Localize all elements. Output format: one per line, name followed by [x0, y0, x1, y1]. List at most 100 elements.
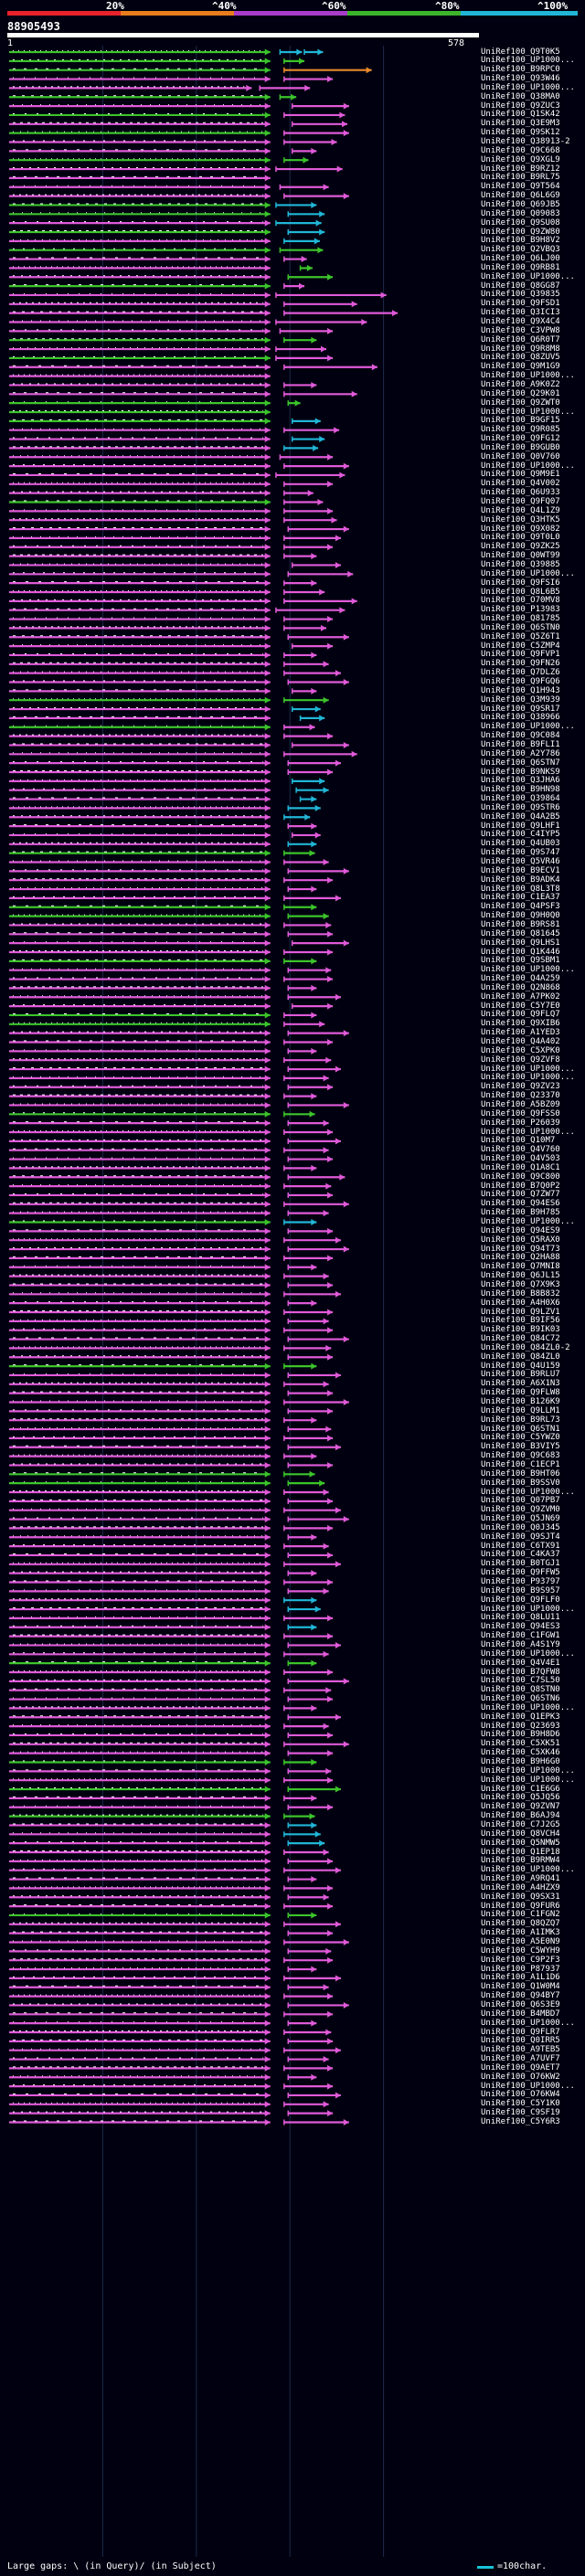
- hit-label[interactable]: UniRef100_UP1000...: [481, 56, 575, 66]
- hit-label[interactable]: UniRef100_C5XPK0: [481, 1045, 560, 1055]
- hit-label[interactable]: UniRef100_UP1000...: [481, 1127, 575, 1137]
- hit-label[interactable]: UniRef100_Q94BY7: [481, 1991, 560, 2001]
- hit-label[interactable]: UniRef100_Q9X082: [481, 524, 560, 534]
- hit-label[interactable]: UniRef100_Q94T73: [481, 1244, 560, 1254]
- hit-label[interactable]: UniRef100_C1E6G6: [481, 1784, 560, 1794]
- hit-label[interactable]: UniRef100_C3VPW8: [481, 325, 560, 335]
- hit-label[interactable]: UniRef100_UP1000...: [481, 2018, 575, 2028]
- hit-label[interactable]: UniRef100_Q0J345: [481, 1522, 560, 1532]
- hit-label[interactable]: UniRef100_B9RZ12: [481, 164, 560, 174]
- hit-label[interactable]: UniRef100_Q2HA88: [481, 1253, 560, 1263]
- hit-label[interactable]: UniRef100_Q94ES6: [481, 1199, 560, 1209]
- hit-label[interactable]: UniRef100_Q9M9E1: [481, 470, 560, 480]
- hit-label[interactable]: UniRef100_Q5VR46: [481, 857, 560, 866]
- hit-label[interactable]: UniRef100_Q9LHS1: [481, 938, 560, 948]
- hit-label[interactable]: UniRef100_Q9SU08: [481, 217, 560, 228]
- hit-label[interactable]: UniRef100_Q23693: [481, 1721, 560, 1731]
- hit-label[interactable]: UniRef100_Q9ZVM0: [481, 1505, 560, 1515]
- hit-label[interactable]: UniRef100_Q9T0K5: [481, 47, 560, 57]
- hit-label[interactable]: UniRef100_Q2N868: [481, 982, 560, 992]
- hit-label[interactable]: UniRef100_A9TEB5: [481, 2045, 560, 2055]
- hit-label[interactable]: UniRef100_B9RPC0: [481, 65, 560, 75]
- hit-label[interactable]: UniRef100_Q7ZW77: [481, 1190, 560, 1200]
- hit-label[interactable]: UniRef100_A6X1N3: [481, 1379, 560, 1389]
- hit-label[interactable]: UniRef100_P93797: [481, 1577, 560, 1586]
- hit-label[interactable]: UniRef100_Q9ZWT0: [481, 398, 560, 408]
- hit-label[interactable]: UniRef100_Q9FSS0: [481, 1108, 560, 1118]
- hit-label[interactable]: UniRef100_B9H8D6: [481, 1730, 560, 1740]
- hit-label[interactable]: UniRef100_Q4UB03: [481, 839, 560, 849]
- hit-label[interactable]: UniRef100_O76KW2: [481, 2072, 560, 2082]
- hit-label[interactable]: UniRef100_C5Y1K0: [481, 2099, 560, 2109]
- hit-label[interactable]: UniRef100_UP1000...: [481, 1604, 575, 1614]
- hit-label[interactable]: UniRef100_Q8L6B5: [481, 587, 560, 597]
- hit-label[interactable]: UniRef100_B9NKS9: [481, 767, 560, 777]
- hit-label[interactable]: UniRef100_C1FGN2: [481, 1910, 560, 1920]
- hit-label[interactable]: UniRef100_Q4A402: [481, 1037, 560, 1046]
- hit-label[interactable]: UniRef100_Q4V002: [481, 479, 560, 489]
- hit-label[interactable]: UniRef100_Q3HTK5: [481, 514, 560, 525]
- hit-label[interactable]: UniRef100_Q1EPK3: [481, 1712, 560, 1722]
- hit-label[interactable]: UniRef100_Q9SBM1: [481, 956, 560, 966]
- hit-label[interactable]: UniRef100_C1ECP1: [481, 1459, 560, 1469]
- hit-label[interactable]: UniRef100_UP1000...: [481, 1487, 575, 1497]
- hit-label[interactable]: UniRef100_Q3JHA6: [481, 776, 560, 786]
- hit-label[interactable]: UniRef100_Q38MA0: [481, 91, 560, 101]
- hit-label[interactable]: UniRef100_A7PK02: [481, 991, 560, 1002]
- hit-label[interactable]: UniRef100_B9ADK4: [481, 875, 560, 885]
- hit-label[interactable]: UniRef100_P26039: [481, 1118, 560, 1128]
- hit-label[interactable]: UniRef100_UP1000...: [481, 1765, 575, 1776]
- hit-label[interactable]: UniRef100_Q5Z6T1: [481, 631, 560, 641]
- hit-label[interactable]: UniRef100_C4KA37: [481, 1550, 560, 1560]
- hit-label[interactable]: UniRef100_Q9RB81: [481, 262, 560, 272]
- hit-label[interactable]: UniRef100_C5ZMP4: [481, 641, 560, 651]
- hit-label[interactable]: UniRef100_B9S957: [481, 1585, 560, 1595]
- hit-label[interactable]: UniRef100_A1YED3: [481, 1028, 560, 1038]
- hit-label[interactable]: UniRef100_B9FLI1: [481, 739, 560, 749]
- hit-label[interactable]: UniRef100_Q9FN26: [481, 659, 560, 669]
- hit-label[interactable]: UniRef100_Q1EP18: [481, 1847, 560, 1857]
- hit-label[interactable]: UniRef100_B9HN98: [481, 785, 560, 795]
- hit-label[interactable]: UniRef100_Q6U933: [481, 488, 560, 498]
- hit-label[interactable]: UniRef100_Q93W46: [481, 74, 560, 84]
- hit-label[interactable]: UniRef100_Q7MNI8: [481, 1262, 560, 1272]
- hit-label[interactable]: UniRef100_Q9SX31: [481, 1892, 560, 1902]
- hit-label[interactable]: UniRef100_A7UVF7: [481, 2054, 560, 2064]
- hit-label[interactable]: UniRef100_Q5RAX0: [481, 1235, 560, 1245]
- hit-label[interactable]: UniRef100_Q9C668: [481, 145, 560, 155]
- hit-label[interactable]: UniRef100_UP1000...: [481, 1217, 575, 1226]
- hit-label[interactable]: UniRef100_Q8STN0: [481, 1685, 560, 1695]
- hit-label[interactable]: UniRef100_C5WYH9: [481, 1945, 560, 1956]
- hit-label[interactable]: UniRef100_Q9FLR7: [481, 2027, 560, 2037]
- hit-label[interactable]: UniRef100_UP1000...: [481, 1648, 575, 1659]
- hit-label[interactable]: UniRef100_UP1000...: [481, 1073, 575, 1083]
- hit-label[interactable]: UniRef100_Q9FUR6: [481, 1901, 560, 1911]
- hit-label[interactable]: UniRef100_A1IMK3: [481, 1928, 560, 1938]
- hit-label[interactable]: UniRef100_Q8LU11: [481, 1613, 560, 1623]
- hit-label[interactable]: UniRef100_Q1W0M4: [481, 1982, 560, 1992]
- hit-label[interactable]: UniRef100_A5BZ09: [481, 1099, 560, 1109]
- hit-label[interactable]: UniRef100_P13983: [481, 605, 560, 615]
- hit-label[interactable]: UniRef100_C7J2G5: [481, 1819, 560, 1829]
- hit-label[interactable]: UniRef100_B9SSV0: [481, 1478, 560, 1488]
- hit-label[interactable]: UniRef100_Q9R085: [481, 425, 560, 435]
- hit-label[interactable]: UniRef100_A2Y786: [481, 748, 560, 758]
- hit-label[interactable]: UniRef100_A9RQ41: [481, 1874, 560, 1884]
- hit-label[interactable]: UniRef100_Q81645: [481, 928, 560, 938]
- hit-label[interactable]: UniRef100_UP1000...: [481, 271, 575, 281]
- hit-label[interactable]: UniRef100_Q84ZL0: [481, 1352, 560, 1362]
- hit-label[interactable]: UniRef100_UP1000...: [481, 1865, 575, 1875]
- hit-label[interactable]: UniRef100_Q8VCH4: [481, 1829, 560, 1839]
- hit-label[interactable]: UniRef100_Q6JL15: [481, 1271, 560, 1281]
- hit-label[interactable]: UniRef100_O70MV8: [481, 596, 560, 606]
- hit-label[interactable]: UniRef100_O76KW4: [481, 2090, 560, 2100]
- hit-label[interactable]: UniRef100_Q29K01: [481, 388, 560, 398]
- hit-label[interactable]: UniRef100_C5Y6R3: [481, 2117, 560, 2126]
- hit-label[interactable]: UniRef100_C9P2F3: [481, 1955, 560, 1965]
- hit-label[interactable]: UniRef100_Q7DLZ6: [481, 668, 560, 678]
- hit-label[interactable]: UniRef100_B9ECV1: [481, 865, 560, 875]
- hit-label[interactable]: UniRef100_B9RL73: [481, 1415, 560, 1425]
- hit-label[interactable]: UniRef100_A1L1D6: [481, 1973, 560, 1983]
- hit-label[interactable]: UniRef100_Q39864: [481, 794, 560, 804]
- hit-label[interactable]: UniRef100_Q9T0L0: [481, 533, 560, 543]
